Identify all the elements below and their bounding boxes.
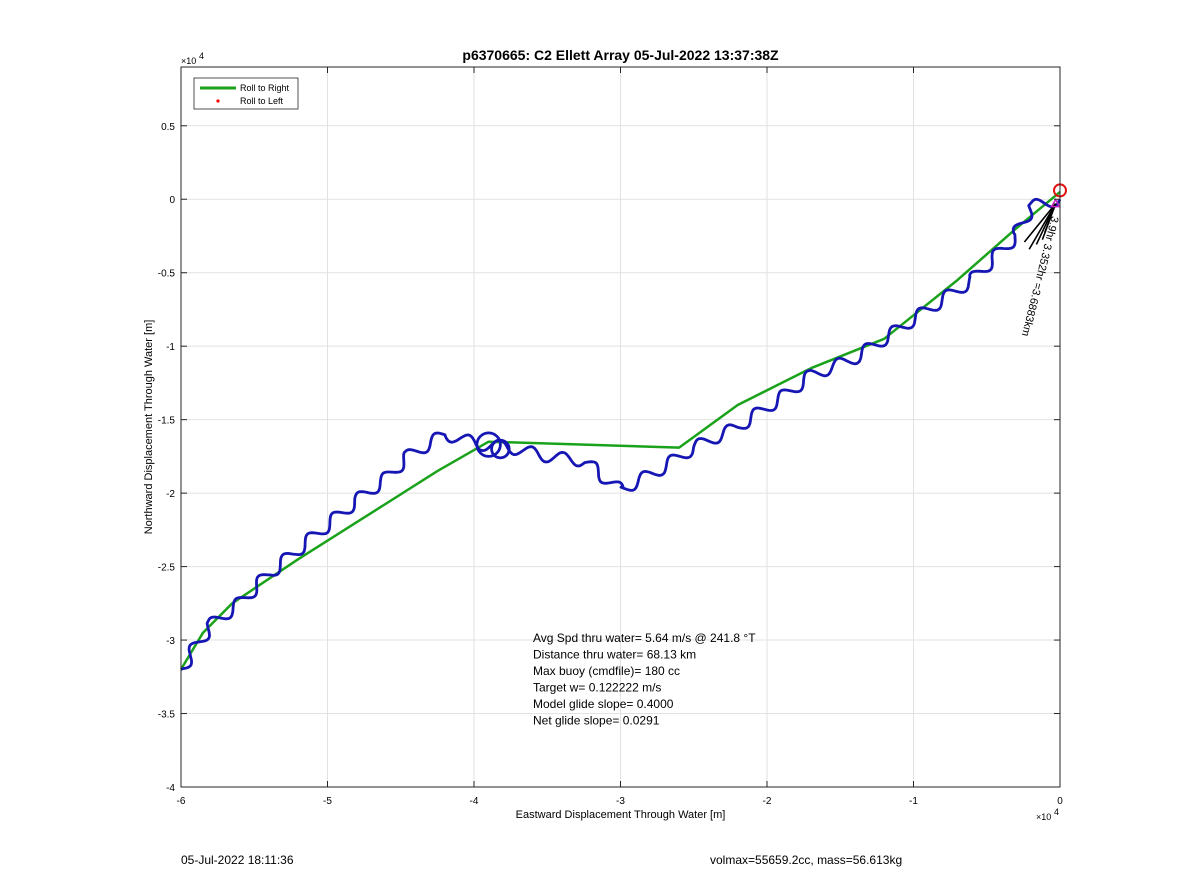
leg-line	[1028, 203, 1057, 250]
y-tick-label: -2	[166, 489, 175, 500]
track-loop	[490, 438, 511, 460]
stats-line: Distance thru water= 68.13 km	[533, 648, 696, 662]
y-multiplier-exponent: 4	[199, 51, 204, 61]
x-tick-label: 0	[1057, 796, 1063, 807]
legend-swatch-dot	[216, 99, 220, 103]
legend-box	[193, 77, 299, 110]
legend: Roll to Right Roll to Left	[193, 77, 299, 110]
series-track	[180, 197, 1062, 671]
stats-line: Avg Spd thru water= 5.64 m/s @ 241.8 °T	[533, 631, 756, 645]
leg-line	[1023, 203, 1057, 243]
y-multiplier-base: ×10	[181, 56, 196, 66]
footer-timestamp: 05-Jul-2022 18:11:36	[181, 853, 294, 867]
legend-label: Roll to Left	[240, 96, 284, 106]
y-tick-label: 0.5	[161, 122, 175, 133]
track-loop	[475, 431, 502, 458]
y-tick-label: -3	[166, 636, 175, 647]
series-line-track	[180, 197, 1062, 671]
y-tick-label: -1	[166, 342, 175, 353]
leg-annotation: 3.9hr 3.352hr =3.6883km	[1019, 203, 1060, 337]
leg-line	[1041, 203, 1057, 240]
y-multiplier: ×10 4	[181, 51, 204, 66]
x-multiplier-base: ×10	[1036, 812, 1051, 822]
grid-lines	[180, 67, 1061, 788]
stats-line: Target w= 0.122222 m/s	[533, 681, 661, 695]
y-tick-label: -0.5	[158, 269, 176, 280]
x-tick-label: -3	[616, 796, 625, 807]
chart-title: p6370665: C2 Ellett Array 05-Jul-2022 13…	[462, 47, 779, 63]
x-tick-label: -2	[763, 796, 772, 807]
y-tick-label: -1.5	[158, 416, 176, 427]
leg-annotation-label: 3.9hr 3.352hr =3.6883km	[1019, 215, 1060, 337]
y-tick-label: -3.5	[158, 710, 176, 721]
x-tick-label: -1	[909, 796, 918, 807]
x-tick-label: -4	[470, 796, 479, 807]
ticks: -6 -5 -4 -3 -2 -1 0 -4 -3.5 -3 -2.5 -2 -1.5 -1 -0.5 0 0.…	[158, 67, 1063, 807]
x-axis-label: Eastward Displacement Through Water [m]	[516, 809, 726, 821]
footer-summary: volmax=55659.2cc, mass=56.613kg	[710, 853, 903, 867]
y-tick-label: 0	[169, 195, 175, 206]
x-multiplier: ×10 4	[1036, 807, 1059, 822]
stats-line: Max buoy (cmdfile)= 180 cc	[533, 664, 680, 678]
x-tick-label: -6	[177, 796, 186, 807]
stats-line: Model glide slope= 0.4000	[533, 697, 674, 711]
marker-target	[1050, 198, 1061, 208]
y-tick-label: -2.5	[158, 563, 176, 574]
stats-block: Avg Spd thru water= 5.64 m/s @ 241.8 °T D…	[533, 631, 756, 728]
x-multiplier-exponent: 4	[1054, 807, 1059, 817]
x-tick-label: -5	[323, 796, 332, 807]
y-axis-label: Northward Displacement Through Water [m]	[143, 320, 155, 535]
legend-label: Roll to Right	[240, 83, 290, 93]
stats-line: Net glide slope= 0.0291	[533, 714, 660, 728]
y-tick-label: -4	[166, 783, 175, 794]
